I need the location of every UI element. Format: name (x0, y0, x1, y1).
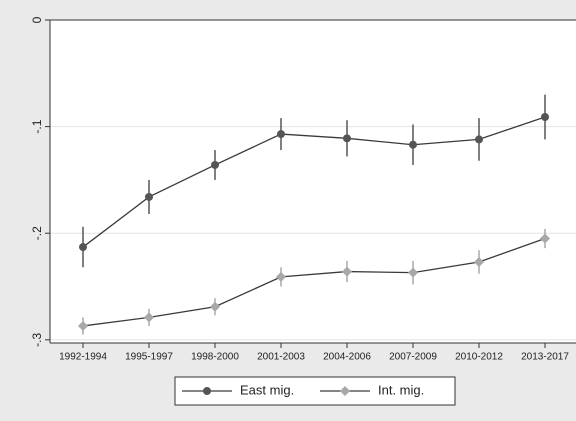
marker (541, 113, 549, 122)
marker (211, 160, 219, 169)
marker (474, 256, 484, 267)
marker (409, 140, 417, 149)
y-tick-label: -.3 (30, 332, 44, 346)
series-line (82, 237, 546, 327)
legend-label: Int. mig. (378, 382, 424, 397)
plot-area (50, 20, 576, 343)
x-tick-label: 2004-2006 (323, 352, 371, 363)
x-tick-label: 1995-1997 (125, 352, 173, 363)
marker (79, 243, 87, 252)
x-tick-label: 2007-2009 (389, 352, 437, 363)
legend-marker (203, 387, 211, 395)
x-tick-label: 1992-1994 (59, 352, 107, 363)
marker (144, 312, 154, 323)
y-tick-label: -.2 (30, 226, 44, 240)
marker (342, 266, 352, 277)
legend-label: East mig. (240, 382, 294, 397)
marker (475, 135, 483, 144)
series-line (82, 116, 546, 248)
x-tick-label: 2010-2012 (455, 352, 503, 363)
x-tick-label: 2001-2003 (257, 352, 305, 363)
marker (408, 267, 418, 278)
marker (540, 233, 550, 244)
legend-marker (340, 386, 350, 396)
marker (210, 301, 220, 312)
marker (277, 130, 285, 139)
marker (276, 271, 286, 282)
x-tick-label: 2013-2017 (521, 352, 569, 363)
marker (343, 134, 351, 143)
y-tick-label: -.1 (30, 119, 44, 133)
marker (145, 192, 153, 201)
y-tick-label: 0 (30, 16, 44, 23)
x-tick-label: 1998-2000 (191, 352, 239, 363)
marker (78, 320, 88, 331)
